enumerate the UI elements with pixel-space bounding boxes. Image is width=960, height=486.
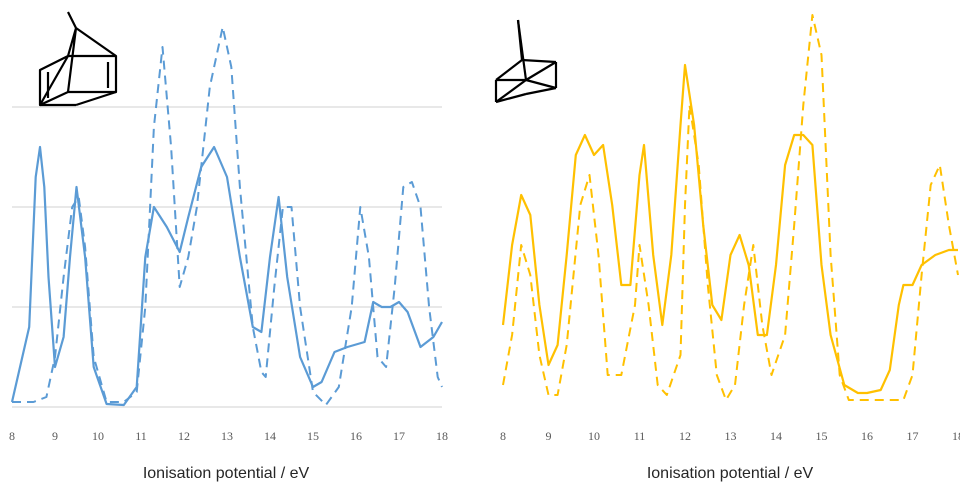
x-tick-label: 8 xyxy=(9,429,15,443)
right-solid-series-line xyxy=(501,63,958,395)
x-tick-label: 12 xyxy=(679,429,691,443)
x-tick-label: 11 xyxy=(135,429,147,443)
left-series xyxy=(10,26,443,407)
x-tick-label: 10 xyxy=(92,429,104,443)
x-tick-label: 10 xyxy=(588,429,600,443)
x-tick-label: 16 xyxy=(861,429,873,443)
quadricyclane-structure-icon xyxy=(494,19,558,104)
x-tick-label: 15 xyxy=(816,429,828,443)
x-tick-label: 14 xyxy=(770,429,782,443)
x-tick-label: 18 xyxy=(952,429,960,443)
left-gridlines xyxy=(12,106,442,408)
x-tick-label: 17 xyxy=(907,429,919,443)
x-tick-label: 15 xyxy=(307,429,319,443)
right-x-axis-label: Ionisation potential / eV xyxy=(647,465,814,482)
x-tick-label: 13 xyxy=(725,429,737,443)
left-x-axis-label: Ionisation potential / eV xyxy=(143,465,310,482)
left-dashed-series-line xyxy=(12,26,443,406)
right-x-ticks: 8 9 10 11 12 13 14 15 16 17 18 xyxy=(500,429,960,443)
left-spectrum-panel: 8 9 10 11 12 13 14 15 16 17 18 Ionisation potentia… xyxy=(9,11,448,482)
x-tick-label: 14 xyxy=(264,429,276,443)
left-x-ticks: 8 9 10 11 12 13 14 15 16 17 18 xyxy=(9,429,448,443)
right-series xyxy=(501,14,959,401)
x-tick-label: 16 xyxy=(350,429,362,443)
x-tick-label: 8 xyxy=(500,429,506,443)
x-tick-label: 17 xyxy=(393,429,405,443)
norbornadiene-structure-icon xyxy=(38,11,118,107)
right-dashed-series-line xyxy=(502,14,959,401)
x-tick-label: 18 xyxy=(436,429,448,443)
x-tick-label: 13 xyxy=(221,429,233,443)
left-solid-series-line xyxy=(10,145,443,407)
x-tick-label: 9 xyxy=(546,429,552,443)
x-tick-label: 12 xyxy=(178,429,190,443)
right-spectrum-panel: 8 9 10 11 12 13 14 15 16 17 18 Ionisation potentia… xyxy=(494,14,960,482)
x-tick-label: 9 xyxy=(52,429,58,443)
x-tick-label: 11 xyxy=(634,429,646,443)
